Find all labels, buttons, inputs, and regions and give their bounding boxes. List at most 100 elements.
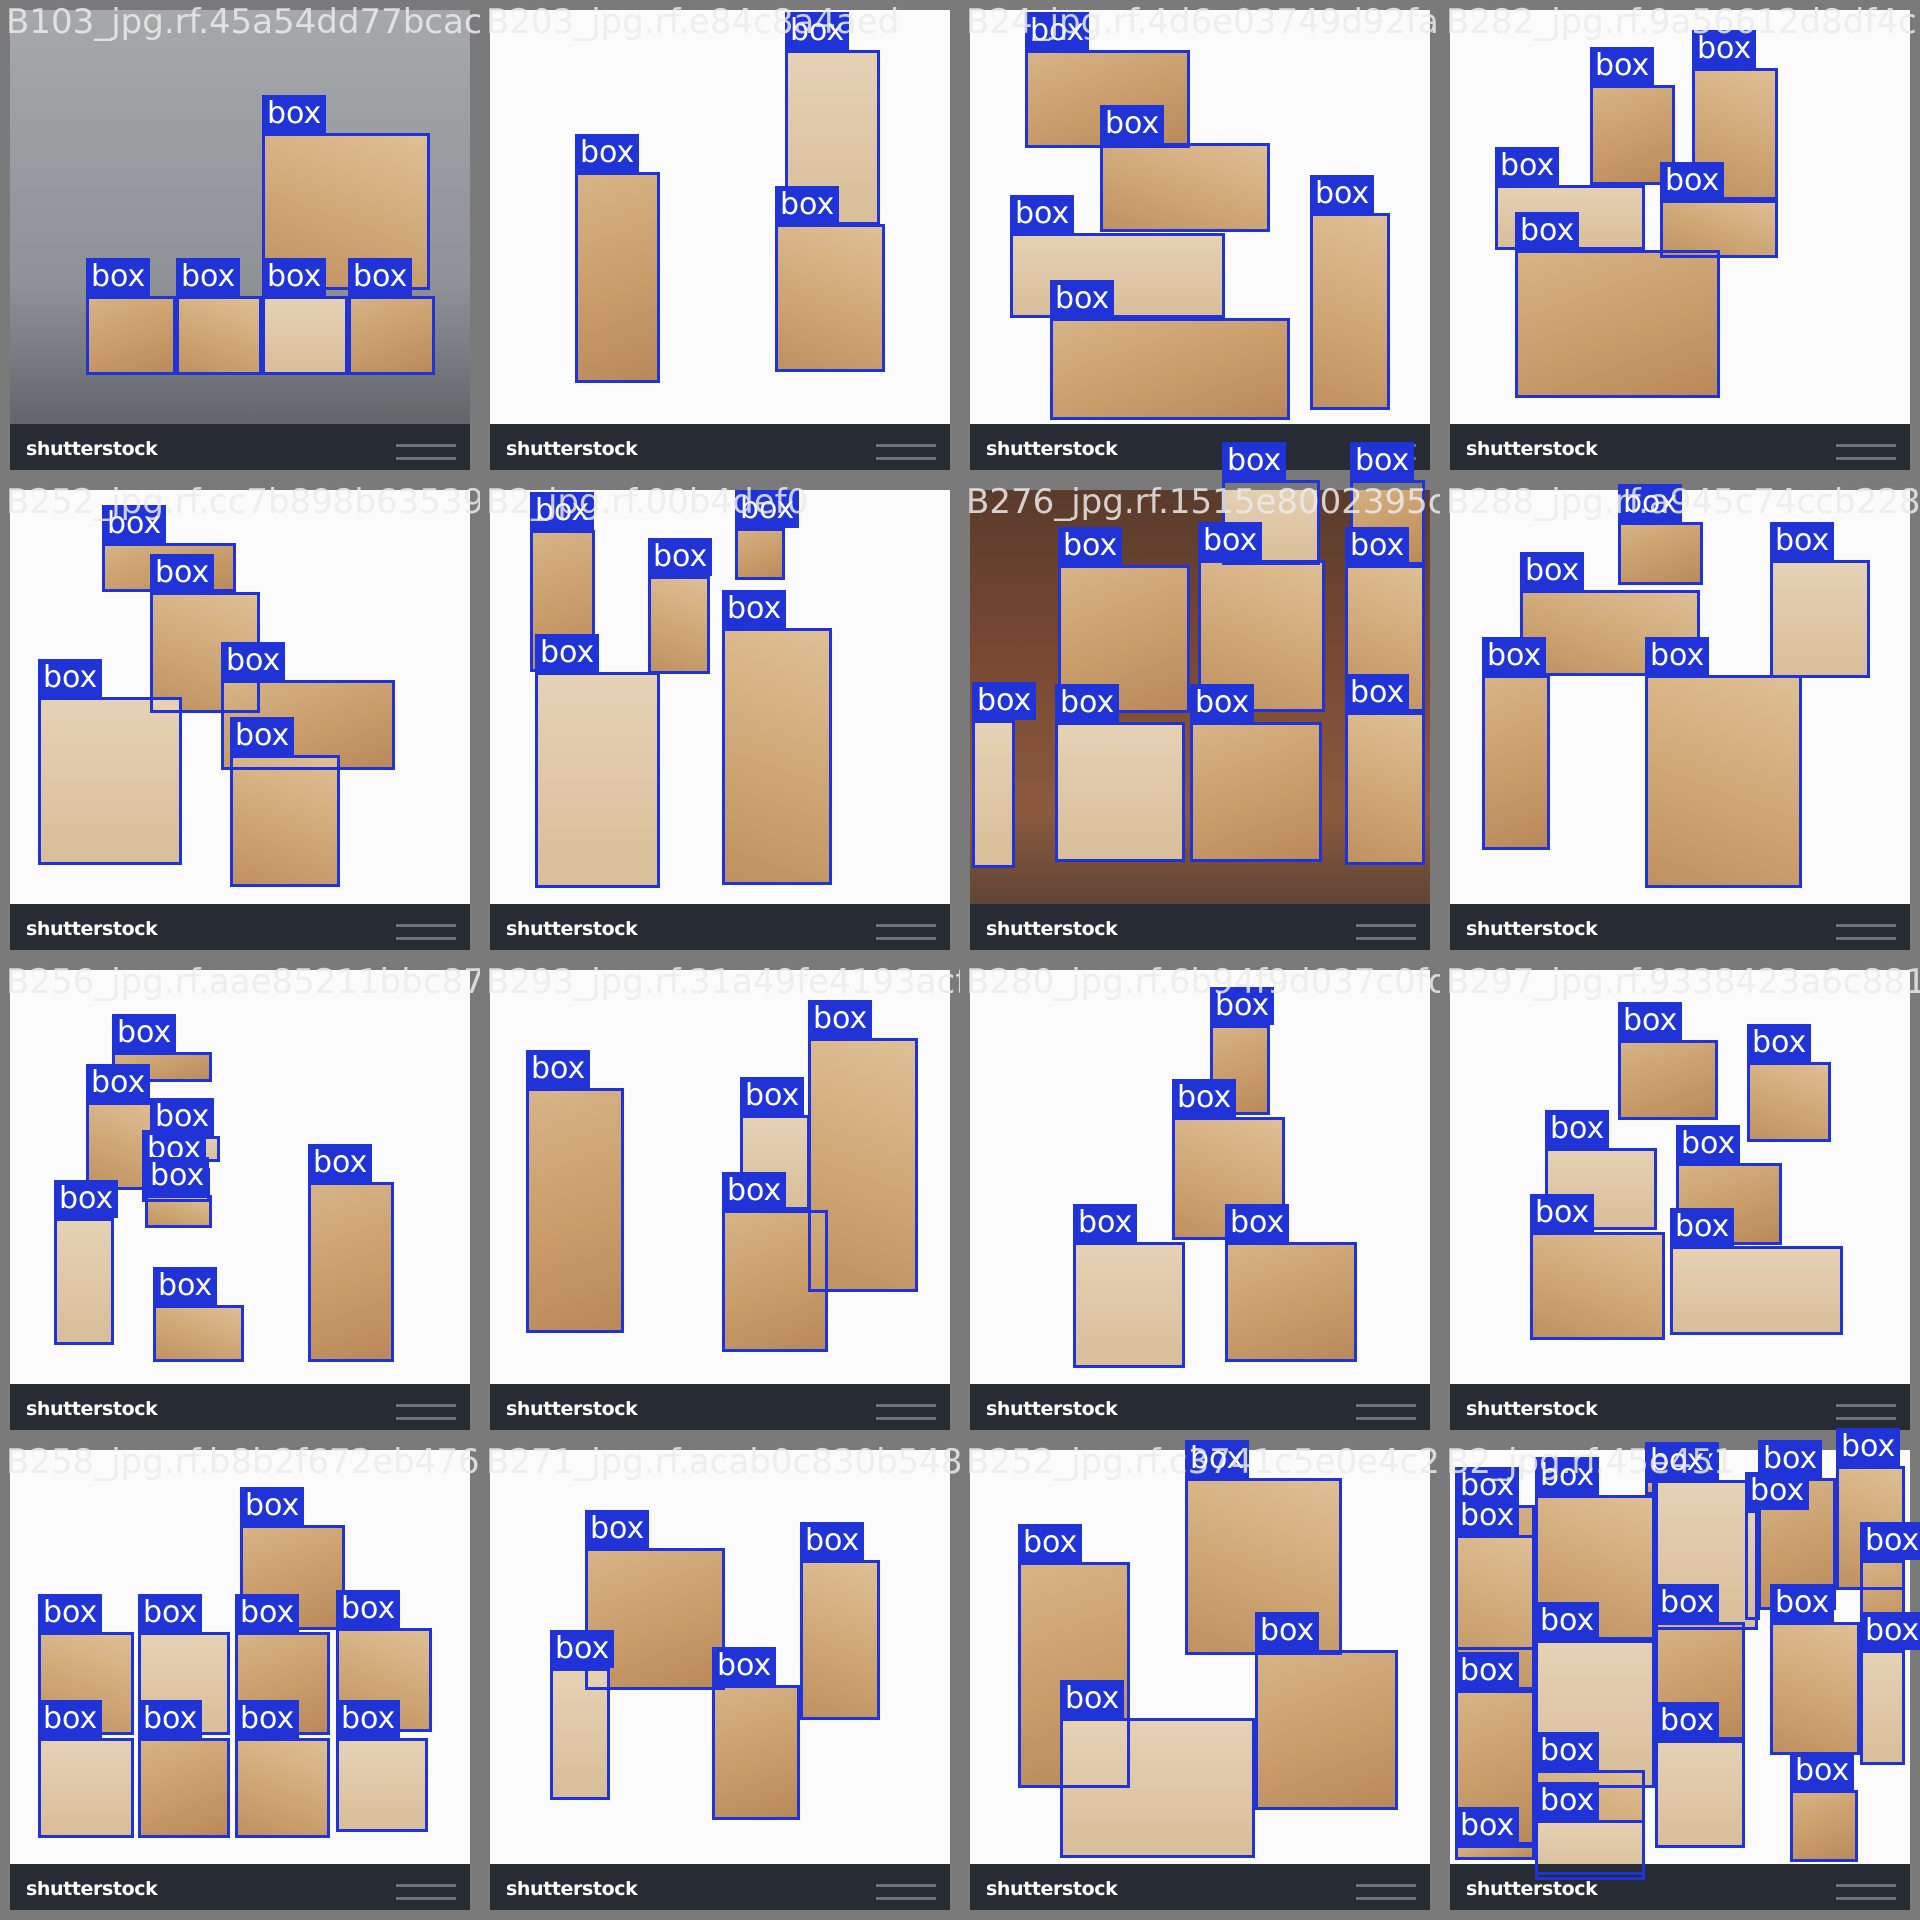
cardboard-box-shape — [735, 528, 785, 580]
detection-label: box — [1535, 1602, 1600, 1640]
detection-bbox — [145, 1195, 212, 1228]
detection-label: box — [1010, 195, 1075, 233]
cardboard-box-shape — [235, 1738, 330, 1838]
cardboard-box-shape — [1225, 1242, 1357, 1362]
detection-label: box — [150, 1098, 215, 1136]
detection-bbox — [722, 1210, 828, 1352]
cardboard-box-shape — [1530, 1232, 1665, 1340]
detection-label: box — [1515, 212, 1580, 250]
detection-bbox — [1660, 200, 1778, 258]
detection-label: box — [1836, 1428, 1901, 1466]
detection-label: box — [221, 642, 286, 680]
image-id-mark — [876, 924, 936, 940]
detection-label: box — [775, 186, 840, 224]
detection-bbox — [230, 755, 340, 887]
detection-bbox — [1050, 318, 1290, 420]
detection-label: box — [138, 1594, 203, 1632]
detection-bbox — [1225, 1242, 1357, 1362]
detection-label: box — [1495, 147, 1560, 185]
detection-label: box — [808, 1000, 873, 1038]
detection-label: box — [336, 1700, 401, 1738]
stock-photo: shutterstock — [970, 1450, 1430, 1910]
detection-bbox — [648, 576, 710, 674]
detection-label: box — [575, 134, 640, 172]
detection-label: box — [1210, 987, 1275, 1025]
cardboard-box-shape — [722, 628, 832, 885]
watermark-footer: shutterstock — [1450, 1384, 1910, 1430]
shutterstock-logo: shutterstock — [986, 438, 1118, 460]
detection-bbox — [1455, 1845, 1535, 1860]
cardboard-box-shape — [1255, 1650, 1398, 1810]
detection-label: box — [1535, 1457, 1600, 1495]
detection-label: box — [1060, 1680, 1125, 1718]
cardboard-box-shape — [1515, 250, 1720, 398]
stock-photo: shutterstock — [490, 490, 950, 950]
detection-label: box — [1645, 1442, 1710, 1480]
detection-bbox — [38, 1738, 134, 1838]
cardboard-box-shape — [1345, 712, 1425, 865]
watermark-footer: shutterstock — [1450, 904, 1910, 950]
detection-bbox — [262, 296, 348, 375]
detection-label: box — [262, 258, 327, 296]
detection-label: box — [1770, 1584, 1835, 1622]
detection-label: box — [1345, 527, 1410, 565]
detection-bbox — [735, 528, 785, 580]
watermark-footer: shutterstock — [490, 424, 950, 470]
watermark-footer: shutterstock — [1450, 1864, 1910, 1910]
cardboard-box-shape — [1482, 675, 1550, 850]
image-id-mark — [876, 444, 936, 460]
stock-photo: shutterstock — [1450, 970, 1910, 1430]
cardboard-box-shape — [1660, 200, 1778, 258]
detection-label: box — [1618, 1002, 1683, 1040]
detection-bbox — [336, 1738, 428, 1832]
shutterstock-logo: shutterstock — [26, 438, 158, 460]
cardboard-box-shape — [38, 697, 182, 865]
detection-bbox — [550, 1668, 610, 1800]
detection-label: box — [1655, 1584, 1720, 1622]
detection-label: box — [1758, 1440, 1823, 1478]
cardboard-box-shape — [1770, 1622, 1860, 1755]
stock-photo: shutterstock — [10, 490, 470, 950]
image-id-mark — [396, 444, 456, 460]
detection-bbox — [1185, 1478, 1342, 1655]
detection-bbox — [1790, 1790, 1858, 1862]
shutterstock-logo: shutterstock — [506, 1878, 638, 1900]
cardboard-box-shape — [1860, 1650, 1905, 1765]
shutterstock-logo: shutterstock — [1466, 1398, 1598, 1420]
detection-label: box — [1645, 637, 1710, 675]
cardboard-box-shape — [86, 296, 176, 375]
watermark-footer: shutterstock — [1450, 424, 1910, 470]
watermark-footer: shutterstock — [490, 904, 950, 950]
watermark-footer: shutterstock — [10, 1384, 470, 1430]
shutterstock-logo: shutterstock — [26, 1878, 158, 1900]
detection-label: box — [1310, 175, 1375, 213]
detection-label: box — [1535, 1782, 1600, 1820]
detection-bbox — [1860, 1650, 1905, 1765]
mosaic-tile: shutterstock B258_jpg.rf.b8b2f672eb476 — [0, 1440, 480, 1920]
detection-bbox — [262, 133, 430, 290]
cardboard-box-shape — [336, 1738, 428, 1832]
detection-bbox — [1100, 143, 1270, 232]
cardboard-box-shape — [1055, 722, 1185, 862]
detection-bbox — [38, 697, 182, 865]
detection-bbox — [1670, 1246, 1843, 1335]
detection-bbox — [235, 1738, 330, 1838]
detection-label: box — [38, 1700, 103, 1738]
detection-label: box — [530, 492, 595, 530]
shutterstock-logo: shutterstock — [26, 1398, 158, 1420]
detection-label: box — [1350, 442, 1415, 480]
shutterstock-logo: shutterstock — [1466, 438, 1598, 460]
detection-label: box — [740, 1077, 805, 1115]
cardboard-box-shape — [1190, 722, 1322, 862]
stock-photo: shutterstock — [490, 10, 950, 470]
detection-label: box — [336, 1590, 401, 1628]
detection-label: box — [112, 1014, 177, 1052]
detection-label: box — [648, 538, 713, 576]
cardboard-box-shape — [1790, 1790, 1858, 1862]
watermark-footer: shutterstock — [490, 1384, 950, 1430]
image-id-mark — [876, 1884, 936, 1900]
detection-bbox — [153, 1305, 244, 1362]
shutterstock-logo: shutterstock — [1466, 1878, 1598, 1900]
watermark-footer: shutterstock — [10, 904, 470, 950]
